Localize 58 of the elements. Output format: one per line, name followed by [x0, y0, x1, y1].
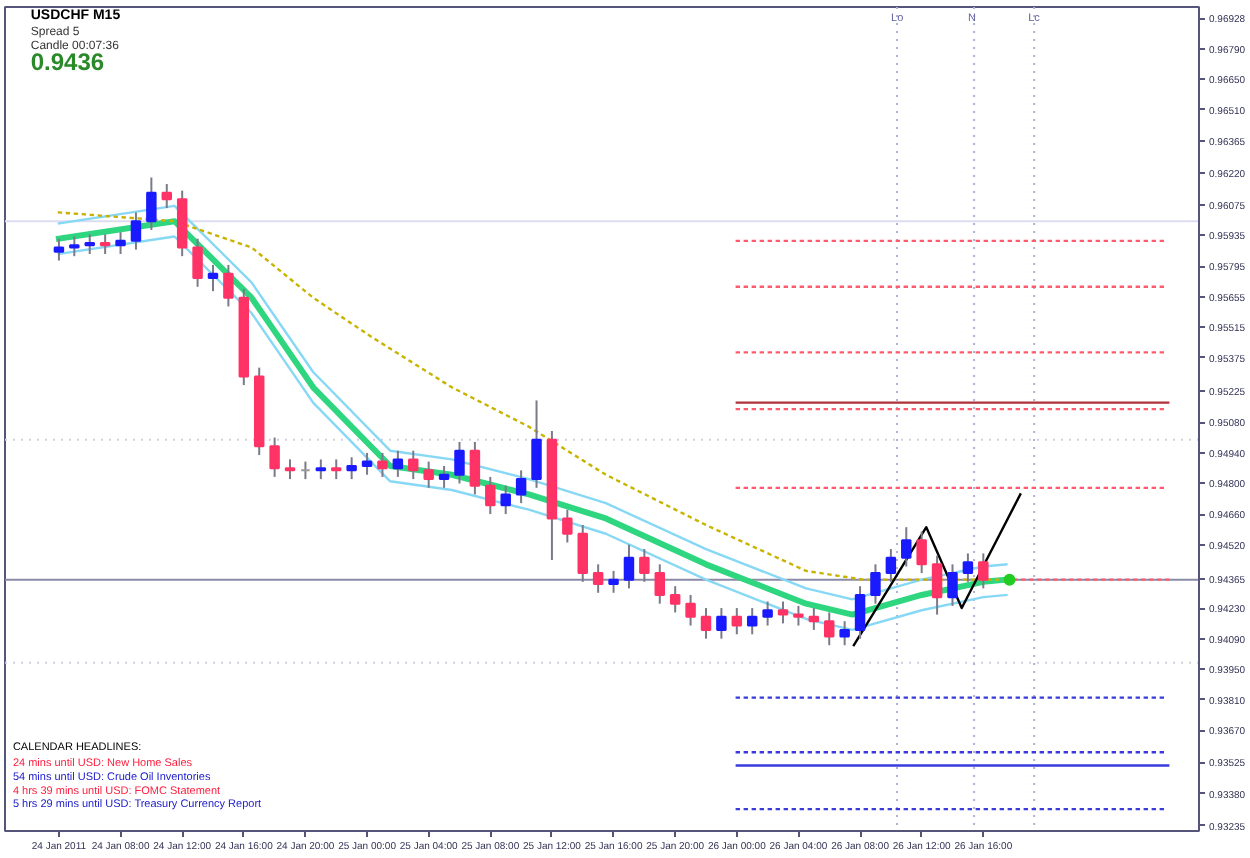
candlestick — [469, 440, 481, 496]
candlestick — [808, 607, 820, 631]
candlestick — [562, 508, 573, 544]
candlestick — [485, 475, 496, 516]
candlestick — [408, 449, 419, 481]
candlestick — [777, 600, 789, 625]
candlestick — [531, 399, 542, 489]
candlestick — [700, 607, 712, 640]
candlestick — [284, 458, 296, 481]
candlestick — [438, 464, 450, 489]
candlestick — [654, 563, 666, 605]
candlestick — [685, 593, 696, 627]
candlestick — [746, 607, 758, 636]
candlestick — [623, 543, 635, 590]
candlestick — [315, 458, 327, 481]
candlestick — [716, 607, 727, 640]
candlestick — [500, 484, 511, 516]
candlestick — [99, 233, 111, 255]
candlestick — [192, 237, 203, 288]
candlestick — [639, 548, 650, 583]
candlestick — [130, 211, 142, 251]
candlestick — [161, 183, 172, 210]
candlestick — [608, 569, 619, 594]
candlestick — [392, 449, 404, 478]
candlestick — [331, 458, 342, 481]
candlestick — [885, 548, 897, 583]
candlestick — [423, 460, 434, 489]
candlestick — [839, 620, 850, 647]
candlestick — [146, 176, 157, 231]
candlestick — [84, 233, 95, 255]
annotation: 0.9436 — [30, 48, 105, 77]
candlestick — [577, 524, 588, 583]
candlestick — [854, 585, 866, 640]
candlestick — [115, 231, 126, 255]
candlestick — [916, 530, 927, 575]
candlestick — [947, 563, 958, 607]
candlestick — [592, 563, 604, 594]
candlestick — [793, 604, 804, 627]
candlestick — [824, 611, 835, 647]
candlestick — [269, 436, 280, 478]
candlestick — [223, 263, 234, 308]
candlestick — [762, 600, 773, 627]
candlestick — [978, 552, 989, 590]
candlestick — [69, 235, 80, 258]
candlestick — [53, 237, 65, 262]
candlestick — [377, 451, 388, 478]
candlestick — [346, 456, 357, 481]
candlestick — [731, 607, 743, 636]
candlestick — [870, 563, 881, 605]
candlestick — [515, 469, 527, 505]
candlestick — [931, 554, 943, 616]
candlestick — [901, 526, 912, 568]
candlestick — [669, 585, 681, 614]
line-series — [852, 493, 1022, 647]
candlestick — [361, 451, 373, 476]
candlestick — [962, 552, 974, 583]
candlestick — [207, 263, 219, 293]
candlestick — [454, 440, 465, 485]
